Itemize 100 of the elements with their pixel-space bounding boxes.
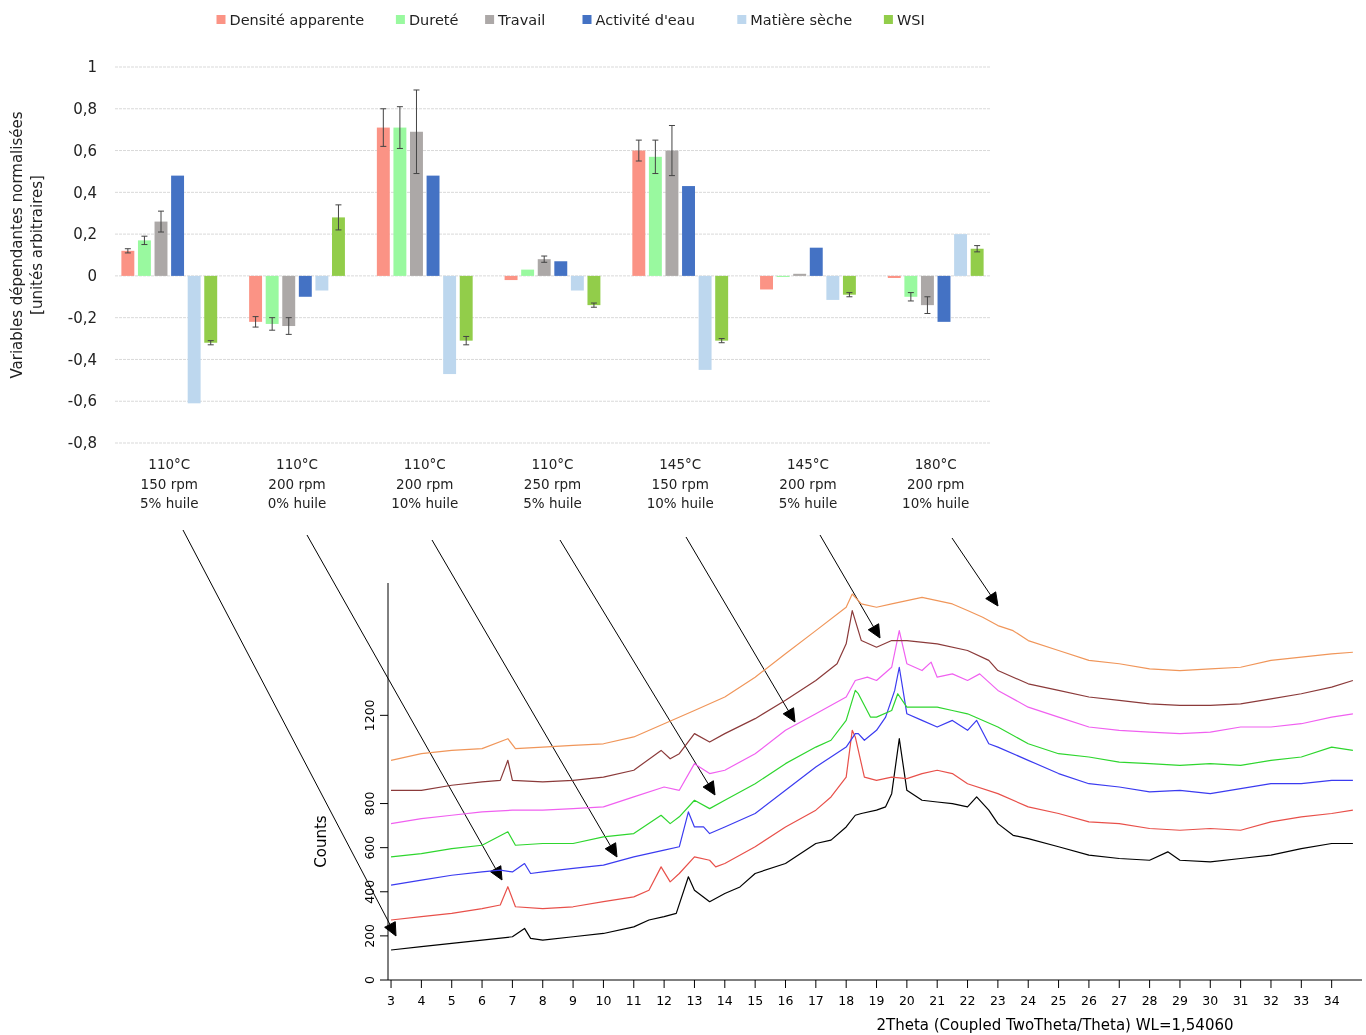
- bar: [410, 131, 423, 276]
- y-axis-title: Counts: [312, 815, 330, 868]
- bar: [187, 275, 201, 404]
- x-tick-label: 22: [959, 993, 976, 1008]
- x-tick-label: 17: [807, 993, 824, 1008]
- x-tick-label: 110°C 250 rpm 5% huile: [523, 456, 582, 511]
- bar: [504, 275, 518, 281]
- bar: [826, 275, 840, 300]
- y-tick-label: 800: [362, 791, 377, 816]
- y-tick-label: 200: [362, 923, 377, 948]
- x-tick-label: 15: [747, 993, 764, 1008]
- bar: [332, 217, 345, 276]
- x-tick-label: 11: [625, 993, 642, 1008]
- bar: [376, 127, 390, 276]
- line-series: [390, 630, 1354, 825]
- y-tick-label: 0,2: [73, 225, 97, 244]
- line-series: [390, 738, 1354, 951]
- bar: [632, 150, 646, 276]
- bar: [665, 150, 679, 276]
- x-tick-label: 27: [1111, 993, 1128, 1008]
- bar: [265, 275, 279, 324]
- bar: [315, 275, 329, 291]
- x-tick-label: 23: [989, 993, 1006, 1008]
- x-tick-label: 29: [1171, 993, 1188, 1008]
- bar: [954, 234, 968, 276]
- y-tick-label: 600: [362, 835, 377, 860]
- y-tick-label: 0: [87, 267, 97, 286]
- x-tick-label: 18: [838, 993, 855, 1008]
- legend-label: WSI: [896, 12, 925, 29]
- legend-label: Dureté: [408, 12, 459, 29]
- bar: [970, 248, 984, 276]
- x-tick-label: 9: [569, 993, 578, 1008]
- bar: [137, 240, 151, 276]
- legend-label: Activité d'eau: [595, 12, 695, 29]
- x-tick-label: 30: [1202, 993, 1219, 1008]
- bar: [648, 156, 662, 276]
- bar: [204, 275, 218, 343]
- bar: [937, 275, 951, 322]
- x-tick-label: 32: [1263, 993, 1279, 1008]
- bar: [793, 273, 807, 276]
- x-tick-label: 145°C 150 rpm 10% huile: [646, 456, 714, 511]
- y-tick-label: 1: [87, 58, 97, 77]
- x-tick-label: 19: [868, 993, 885, 1008]
- bar: [249, 275, 263, 322]
- x-tick-label: 13: [686, 993, 703, 1008]
- x-tick-label: 110°C 150 rpm 5% huile: [139, 456, 199, 511]
- legend-label: Travail: [497, 12, 546, 29]
- x-tick-label: 31: [1232, 993, 1249, 1008]
- x-tick-label: 28: [1141, 993, 1158, 1008]
- y-tick-label: 1200: [362, 699, 377, 732]
- bar: [698, 275, 712, 370]
- x-tick-label: 34: [1323, 993, 1340, 1008]
- bar: [298, 275, 312, 297]
- x-tick-label: 145°C 200 rpm 5% huile: [778, 456, 838, 511]
- x-tick-label: 110°C 200 rpm 10% huile: [391, 456, 459, 511]
- y-tick-label: 0: [362, 975, 377, 984]
- x-tick-label: 24: [1020, 993, 1037, 1008]
- bar: [282, 275, 296, 327]
- bar: [570, 275, 584, 291]
- bar: [715, 275, 729, 341]
- x-tick-label: 33: [1293, 993, 1310, 1008]
- y-tick-label: -0,8: [67, 434, 97, 453]
- line-series: [390, 609, 1354, 791]
- x-tick-label: 6: [478, 993, 487, 1008]
- x-tick-label: 7: [508, 993, 517, 1008]
- y-tick-label: 0,4: [73, 183, 97, 202]
- y-tick-label: -0,4: [67, 350, 97, 369]
- x-tick-label: 10: [595, 993, 612, 1008]
- bar: [443, 275, 457, 375]
- x-tick-label: 16: [777, 993, 794, 1008]
- bar: [842, 275, 856, 295]
- bar: [682, 186, 695, 276]
- x-tick-label: 110°C 200 rpm 0% huile: [267, 456, 327, 511]
- legend-label: Matière sèche: [750, 12, 853, 29]
- bar: [537, 259, 551, 276]
- x-tick-label: 5: [447, 993, 456, 1008]
- bar: [920, 275, 934, 306]
- x-tick-label: 20: [898, 993, 915, 1008]
- legend-label: Densité apparente: [229, 12, 365, 29]
- bar: [554, 261, 568, 276]
- bar: [154, 221, 168, 276]
- bar: [521, 269, 535, 276]
- x-tick-label: 3: [387, 993, 396, 1008]
- bar: [809, 247, 823, 276]
- bar: [587, 275, 601, 306]
- line-series: [390, 729, 1354, 921]
- line-series: [390, 666, 1354, 886]
- x-axis-title: 2Theta (Coupled TwoTheta/Theta) WL=1,54060: [876, 1016, 1234, 1034]
- x-tick-label: 25: [1050, 993, 1067, 1008]
- bar: [393, 127, 407, 276]
- y-tick-label: -0,6: [67, 392, 97, 411]
- y-tick-label: 0,6: [73, 141, 97, 160]
- bar: [121, 250, 135, 276]
- x-tick-label: 180°C 200 rpm 10% huile: [902, 456, 970, 511]
- x-tick-label: 21: [929, 993, 946, 1008]
- line-series: [390, 593, 1354, 761]
- bar: [887, 275, 901, 278]
- y-tick-label: 400: [362, 879, 377, 904]
- x-tick-label: 8: [538, 993, 547, 1008]
- x-tick-label: 26: [1080, 993, 1097, 1008]
